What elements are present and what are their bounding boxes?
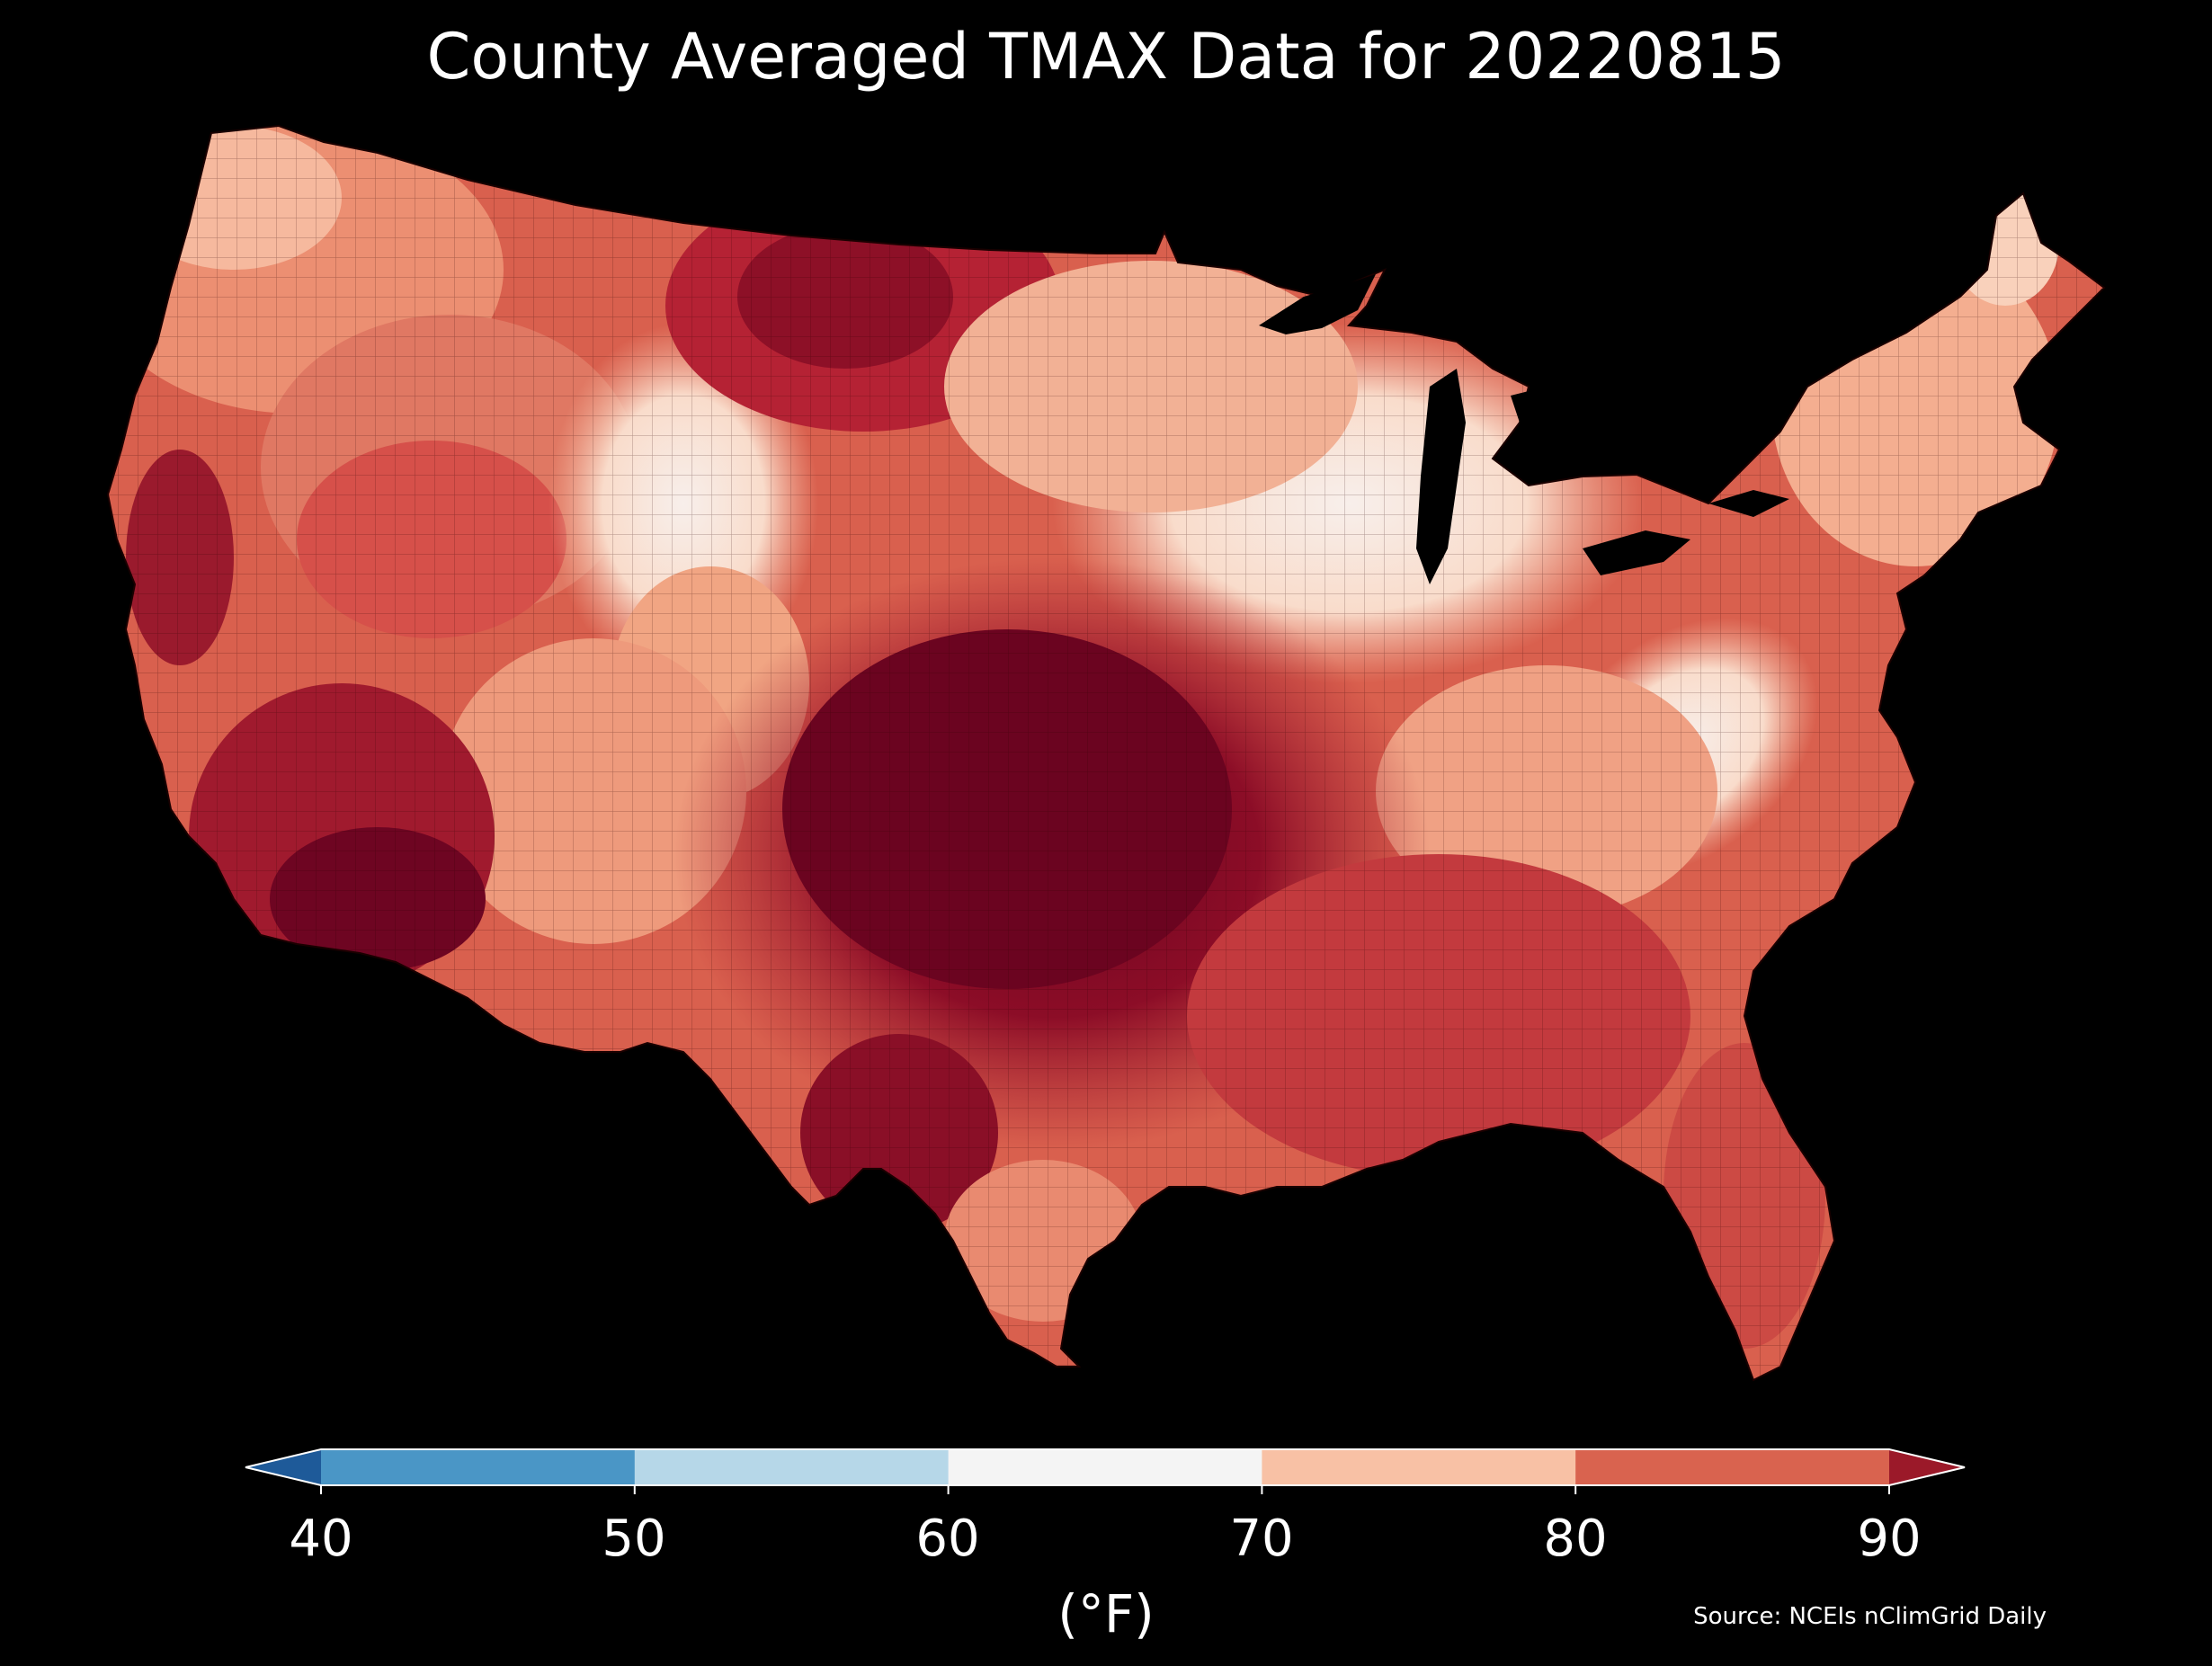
source-credit: Source: NCEIs nClimGrid Daily bbox=[1693, 1603, 2047, 1630]
colorbar-under-arrow bbox=[245, 1449, 321, 1485]
colorbar-over-arrow bbox=[1889, 1449, 1965, 1485]
map-title: County Averaged TMAX Data for 20220815 bbox=[426, 20, 1786, 94]
colorbar-bin bbox=[1262, 1449, 1576, 1485]
colorbar-tick: 40 bbox=[289, 1510, 353, 1568]
great-lakes bbox=[1259, 274, 1789, 584]
colorbar-tick: 80 bbox=[1543, 1510, 1608, 1568]
colorbar-tick: 50 bbox=[602, 1510, 666, 1568]
colorbar-tick: 70 bbox=[1229, 1510, 1294, 1568]
colorbar-units-label: (°F) bbox=[1057, 1583, 1155, 1644]
colorbar-bin bbox=[948, 1449, 1262, 1485]
colorbar-tick: 90 bbox=[1857, 1510, 1922, 1568]
colorbar-bin bbox=[321, 1449, 636, 1485]
colorbar-tick: 60 bbox=[915, 1510, 980, 1568]
colorbar-bin bbox=[634, 1449, 950, 1485]
colorbar-bin bbox=[1575, 1449, 1890, 1485]
